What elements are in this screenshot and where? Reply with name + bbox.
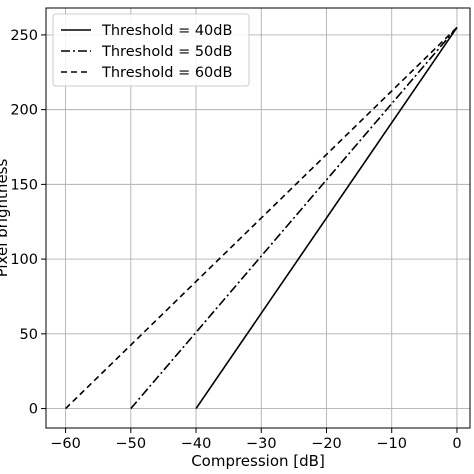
series-line-solid [195, 26, 458, 410]
y-tick-label: 100 [10, 252, 38, 268]
y-tick-label: 200 [10, 103, 38, 119]
legend-entry-label: Threshold = 40dB [101, 23, 232, 39]
y-tick-label: 150 [10, 177, 38, 193]
x-axis-ticks: −60 −50 −40 −30 −20 −10 0 [50, 428, 462, 452]
legend-box [52, 13, 250, 87]
y-tick-label: 0 [29, 402, 38, 418]
legend: Threshold = 40dB Threshold = 50dB Threshol… [52, 13, 250, 87]
y-tick-label: 50 [20, 327, 38, 343]
y-tick-label: 250 [10, 28, 38, 44]
x-tick-label: −10 [376, 436, 407, 452]
series-line-dashdot [130, 26, 458, 410]
y-axis-ticks: 0 50 100 150 200 250 [10, 28, 46, 418]
series-lines [65, 26, 458, 410]
x-tick-label: −30 [246, 436, 277, 452]
x-tick-label: −40 [181, 436, 212, 452]
x-axis-label: Compression [dB] [191, 452, 325, 470]
x-tick-label: −20 [311, 436, 342, 452]
y-axis-label: Pixel brightness [0, 159, 11, 278]
x-tick-label: −50 [115, 436, 146, 452]
x-tick-label: 0 [452, 436, 461, 452]
x-tick-label: −60 [50, 436, 81, 452]
series-line-dashed [65, 26, 458, 410]
legend-entry-label: Threshold = 50dB [101, 44, 232, 60]
legend-entry-label: Threshold = 60dB [101, 65, 232, 81]
plot-frame [45, 7, 471, 429]
